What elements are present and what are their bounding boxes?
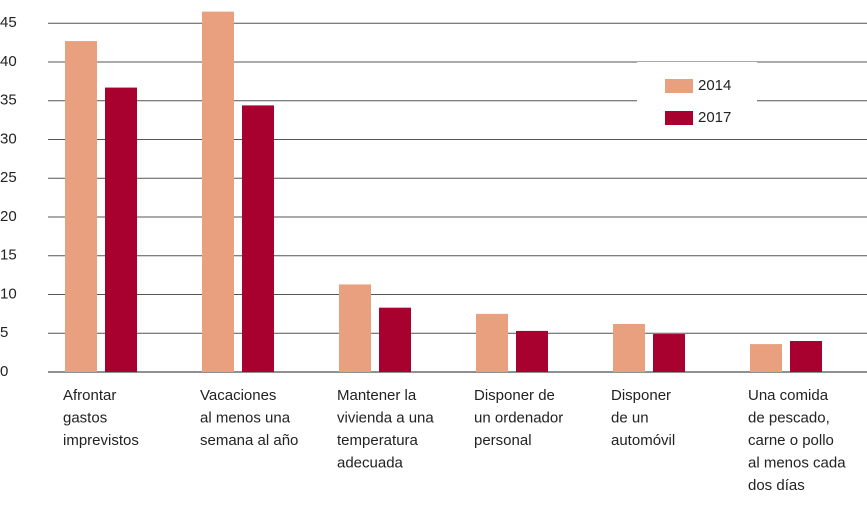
- x-tick-label: personal: [474, 432, 532, 449]
- x-tick-label: de un: [611, 409, 649, 426]
- bar: [379, 307, 411, 372]
- x-tick-label: Disponer de: [474, 387, 555, 404]
- bar: [242, 105, 274, 373]
- x-tick-label: adecuada: [337, 454, 404, 471]
- bar: [790, 341, 822, 372]
- bar: [516, 330, 548, 372]
- bar: [653, 334, 685, 372]
- legend-box: [637, 62, 757, 138]
- legend-swatch: [665, 111, 693, 125]
- y-tick-label: 35: [0, 92, 17, 109]
- x-tick-label: Vacaciones: [200, 387, 276, 404]
- bar: [613, 323, 645, 372]
- legend-swatch: [665, 79, 693, 93]
- bar: [105, 87, 137, 372]
- y-tick-label: 30: [0, 130, 17, 147]
- x-tick-label: Disponer: [611, 387, 671, 404]
- x-tick-label: Mantener la: [337, 387, 417, 404]
- bar: [65, 41, 97, 372]
- y-tick-label: 25: [0, 169, 17, 186]
- y-tick-label: 40: [0, 53, 17, 70]
- x-tick-label: carne o pollo: [748, 432, 834, 449]
- y-tick-label: 10: [0, 285, 17, 302]
- bar: [202, 11, 234, 372]
- x-tick-label: Afrontar: [63, 387, 116, 404]
- x-tick-label: temperatura: [337, 432, 419, 449]
- y-tick-label: 0: [0, 363, 8, 380]
- x-tick-label: semana al año: [200, 432, 298, 449]
- x-tick-label: Una comida: [748, 387, 829, 404]
- x-tick-label: gastos: [63, 409, 107, 426]
- x-tick-label: de pescado,: [748, 409, 830, 426]
- y-tick-label: 5: [0, 324, 8, 341]
- bar: [750, 344, 782, 372]
- bar: [476, 313, 508, 372]
- x-tick-label: dos días: [748, 477, 805, 494]
- legend-label: 2014: [698, 77, 731, 94]
- x-tick-label: automóvil: [611, 432, 675, 449]
- y-tick-label: 15: [0, 247, 17, 264]
- x-tick-label: un ordenador: [474, 409, 563, 426]
- bar: [339, 284, 371, 372]
- x-tick-label: al menos cada: [748, 454, 846, 471]
- y-tick-label: 20: [0, 208, 17, 225]
- x-tick-label: vivienda a una: [337, 409, 434, 426]
- y-tick-label: 45: [0, 14, 17, 31]
- x-tick-label: al menos una: [200, 409, 291, 426]
- x-tick-label: imprevistos: [63, 432, 139, 449]
- legend-label: 2017: [698, 109, 731, 126]
